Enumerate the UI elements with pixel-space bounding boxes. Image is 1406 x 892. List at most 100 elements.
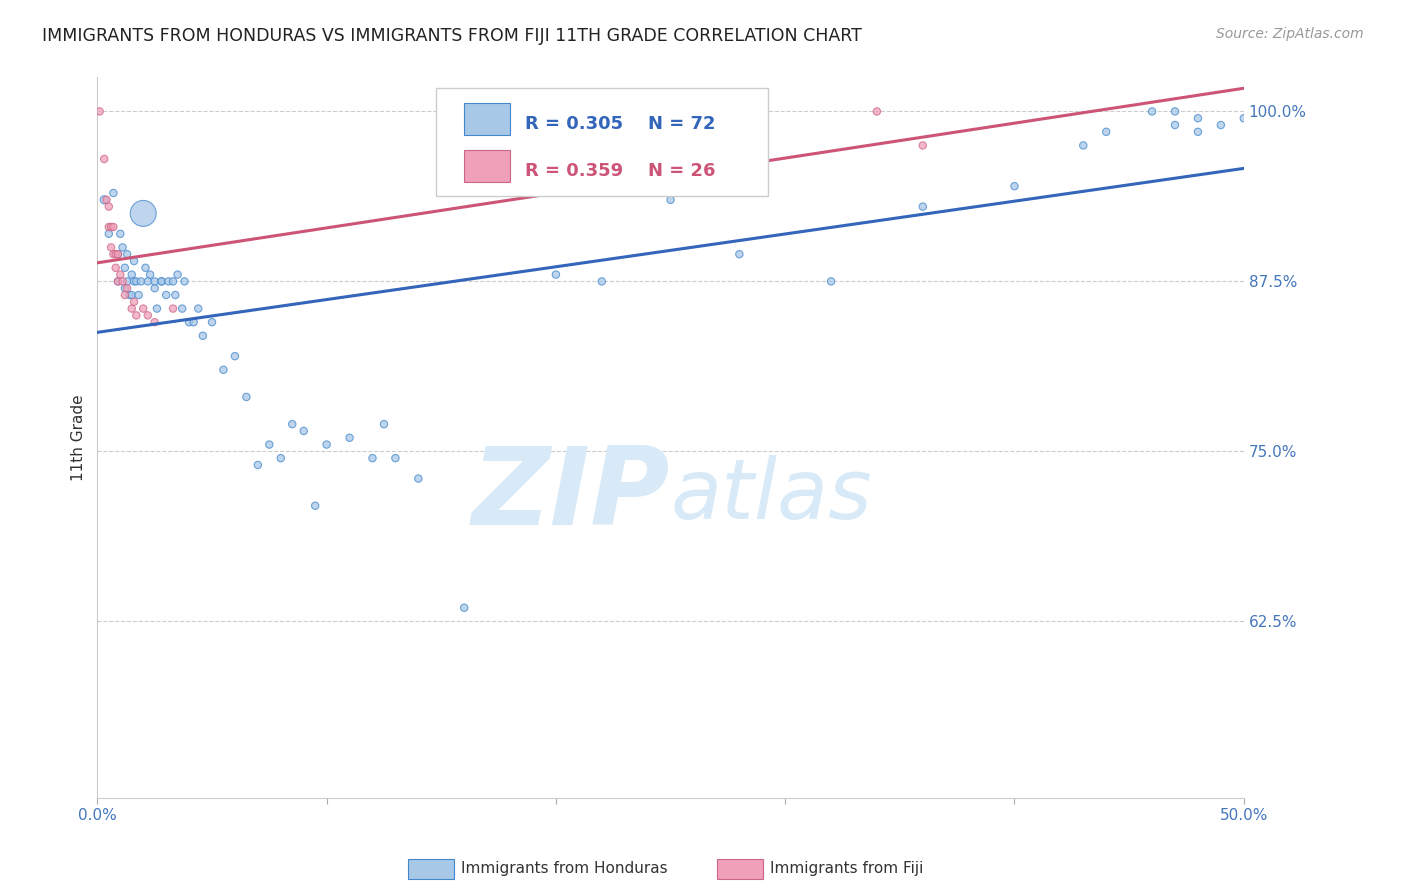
Text: ZIP: ZIP [472,442,671,549]
Point [1187,112,1209,126]
Point [150,274,173,288]
Point [1140,104,1163,119]
Point [97,219,120,234]
Point [166,268,188,282]
Point [315,437,337,451]
Text: Immigrants from Honduras: Immigrants from Honduras [461,862,668,876]
Point [111,240,134,254]
Point [115,274,138,288]
Point [177,315,200,329]
Point [107,247,129,261]
Point [165,288,187,302]
Point [373,417,395,432]
Point [107,247,129,261]
Point [1164,118,1187,132]
Bar [464,150,510,182]
Point [104,260,127,275]
Point [96,193,118,207]
Point [224,349,246,363]
Point [1095,125,1118,139]
Point [1233,112,1256,126]
Point [659,193,682,207]
Point [100,219,122,234]
Point [304,499,326,513]
Text: Immigrants from Fiji: Immigrants from Fiji [770,862,924,876]
Text: R = 0.359: R = 0.359 [524,162,623,180]
Point [259,437,281,451]
Text: N = 72: N = 72 [648,115,716,134]
Point [122,254,145,268]
Point [911,200,934,214]
Point [132,206,155,220]
Point [728,247,751,261]
Point [118,288,141,302]
Point [115,247,138,261]
Point [281,417,304,432]
Point [1164,104,1187,119]
Point [1071,138,1094,153]
Point [136,274,159,288]
Point [212,363,235,377]
Point [866,104,889,119]
Point [89,104,111,119]
Text: IMMIGRANTS FROM HONDURAS VS IMMIGRANTS FROM FIJI 11TH GRADE CORRELATION CHART: IMMIGRANTS FROM HONDURAS VS IMMIGRANTS F… [42,27,862,45]
Point [191,328,214,343]
Point [162,301,184,316]
Point [110,227,132,241]
Point [121,301,143,316]
Text: Source: ZipAtlas.com: Source: ZipAtlas.com [1216,27,1364,41]
Point [173,274,195,288]
Point [114,288,136,302]
Point [139,268,162,282]
Point [408,471,430,485]
Point [187,301,209,316]
Point [453,600,475,615]
Point [103,186,125,200]
Text: atlas: atlas [671,455,872,536]
Point [143,315,166,329]
Point [93,152,115,166]
Point [93,193,115,207]
Point [100,240,122,254]
Point [150,274,173,288]
Point [1209,118,1232,132]
Text: R = 0.305: R = 0.305 [524,115,623,134]
FancyBboxPatch shape [436,88,768,196]
Point [270,451,292,466]
Point [103,219,125,234]
Point [110,268,132,282]
Y-axis label: 11th Grade: 11th Grade [72,394,86,481]
Point [121,268,143,282]
Point [911,138,934,153]
Point [292,424,315,438]
Point [128,288,150,302]
Point [129,274,152,288]
Point [157,274,180,288]
Point [143,274,166,288]
Point [97,200,120,214]
Point [162,274,184,288]
Point [97,227,120,241]
Point [125,309,148,323]
Point [183,315,205,329]
Point [103,247,125,261]
Point [121,288,143,302]
Point [111,274,134,288]
Point [246,458,269,472]
Point [1187,125,1209,139]
Point [107,274,129,288]
Point [122,294,145,309]
Point [544,268,567,282]
Point [820,274,842,288]
Point [143,281,166,295]
Point [125,274,148,288]
Point [591,274,613,288]
Text: N = 26: N = 26 [648,162,716,180]
Point [155,288,177,302]
Point [235,390,257,404]
Point [146,301,169,316]
Point [114,281,136,295]
Point [201,315,224,329]
Point [134,260,156,275]
Point [136,309,159,323]
